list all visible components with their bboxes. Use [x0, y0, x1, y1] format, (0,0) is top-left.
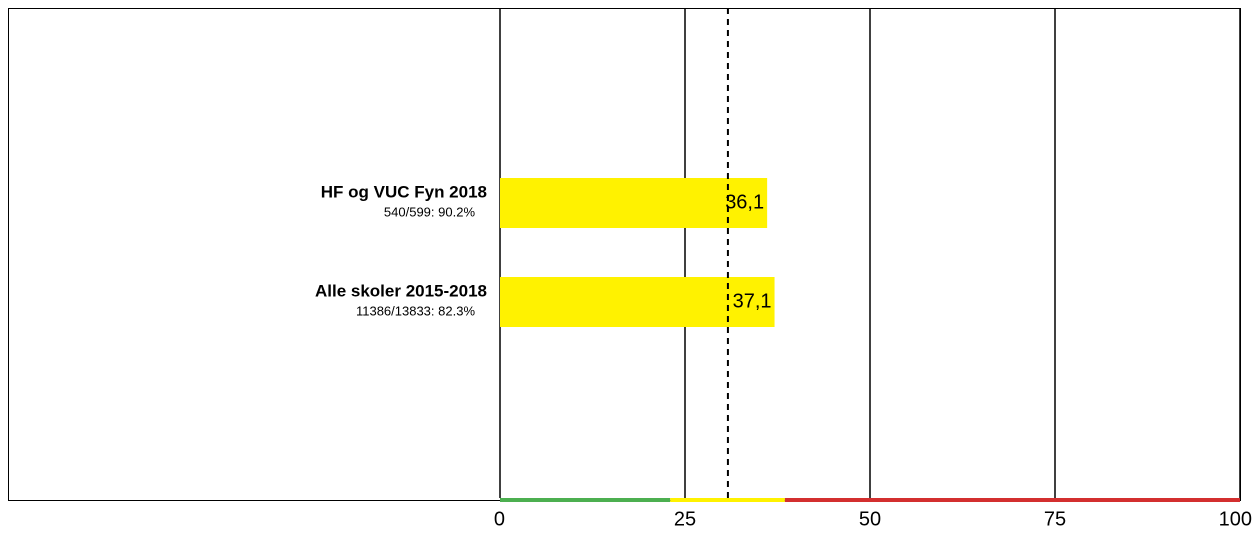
category-sublabel: 11386/13833: 82.3% — [356, 303, 475, 318]
x-tick-label: 50 — [859, 508, 881, 530]
band — [500, 498, 671, 502]
value-label: 36,1 — [725, 191, 764, 213]
value-label: 37,1 — [733, 290, 772, 312]
category-label: HF og VUC Fyn 2018 — [321, 182, 487, 201]
x-tick-label: 0 — [494, 508, 505, 530]
x-tick-label: 25 — [674, 508, 696, 530]
x-tick-label: 75 — [1044, 508, 1066, 530]
category-label: Alle skoler 2015-2018 — [315, 281, 487, 300]
band — [670, 498, 785, 502]
category-sublabel: 540/599: 90.2% — [384, 204, 476, 219]
x-tick-label: 100 — [1219, 508, 1252, 530]
band — [784, 498, 1240, 502]
bar — [500, 178, 768, 228]
